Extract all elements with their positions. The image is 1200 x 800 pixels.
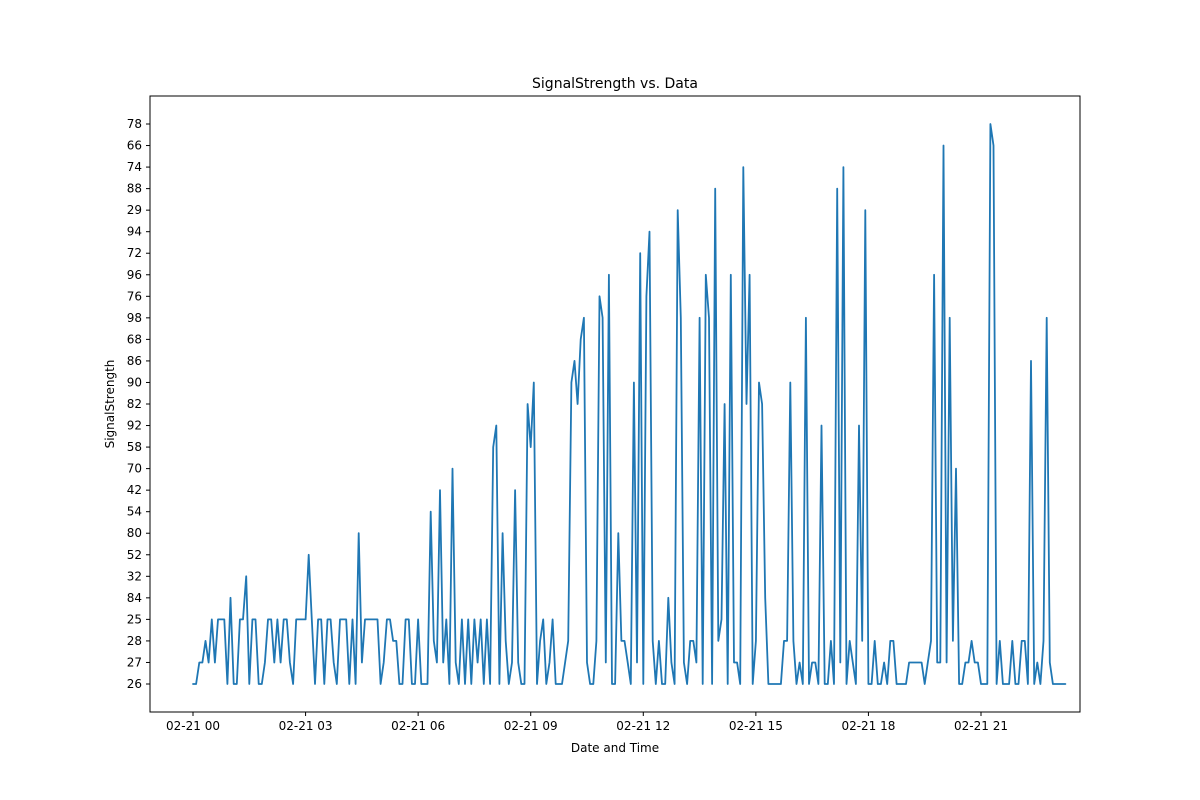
y-tick-label: 76 xyxy=(127,289,142,303)
x-tick-label: 02-21 21 xyxy=(954,719,1008,733)
y-tick-label: 25 xyxy=(127,612,142,626)
x-tick-label: 02-21 12 xyxy=(616,719,670,733)
y-tick-label: 28 xyxy=(127,634,142,648)
x-tick-label: 02-21 06 xyxy=(391,719,445,733)
x-axis: 02-21 00 02-21 03 02-21 06 02-21 09 02-21 12… xyxy=(166,712,1008,733)
x-tick-label: 02-21 09 xyxy=(504,719,558,733)
y-tick-label: 78 xyxy=(127,117,142,131)
y-tick-label: 32 xyxy=(127,569,142,583)
y-tick-label: 52 xyxy=(127,548,142,562)
y-tick-label: 29 xyxy=(127,203,142,217)
y-tick-label: 94 xyxy=(127,225,142,239)
y-tick-label: 66 xyxy=(127,139,142,153)
y-tick-label: 54 xyxy=(127,505,142,519)
y-tick-label: 58 xyxy=(127,440,142,454)
x-tick-label: 02-21 03 xyxy=(279,719,333,733)
y-tick-label: 68 xyxy=(127,332,142,346)
y-tick-label: 92 xyxy=(127,419,142,433)
y-axis-label: SignalStrength xyxy=(103,360,117,449)
chart-title: SignalStrength vs. Data xyxy=(532,76,698,92)
x-tick-label: 02-21 18 xyxy=(841,719,895,733)
y-tick-label: 82 xyxy=(127,397,142,411)
y-axis: 26 27 28 25 84 32 52 80 54 42 70 58 92 82 90 86 68 98 76 96… xyxy=(127,117,150,691)
y-tick-label: 42 xyxy=(127,483,142,497)
y-tick-label: 90 xyxy=(127,375,142,389)
x-axis-label: Date and Time xyxy=(571,741,659,755)
y-tick-label: 80 xyxy=(127,526,142,540)
y-tick-label: 72 xyxy=(127,246,142,260)
y-tick-label: 88 xyxy=(127,182,142,196)
y-tick-label: 98 xyxy=(127,311,142,325)
y-tick-label: 74 xyxy=(127,160,142,174)
y-tick-label: 26 xyxy=(127,677,142,691)
y-tick-label: 86 xyxy=(127,354,142,368)
y-tick-label: 70 xyxy=(127,462,142,476)
y-tick-label: 27 xyxy=(127,655,142,669)
series-line xyxy=(192,123,1067,685)
plot-area xyxy=(192,123,1067,685)
y-tick-label: 96 xyxy=(127,268,142,282)
y-tick-label: 84 xyxy=(127,591,142,605)
x-tick-label: 02-21 00 xyxy=(166,719,220,733)
x-tick-label: 02-21 15 xyxy=(729,719,783,733)
